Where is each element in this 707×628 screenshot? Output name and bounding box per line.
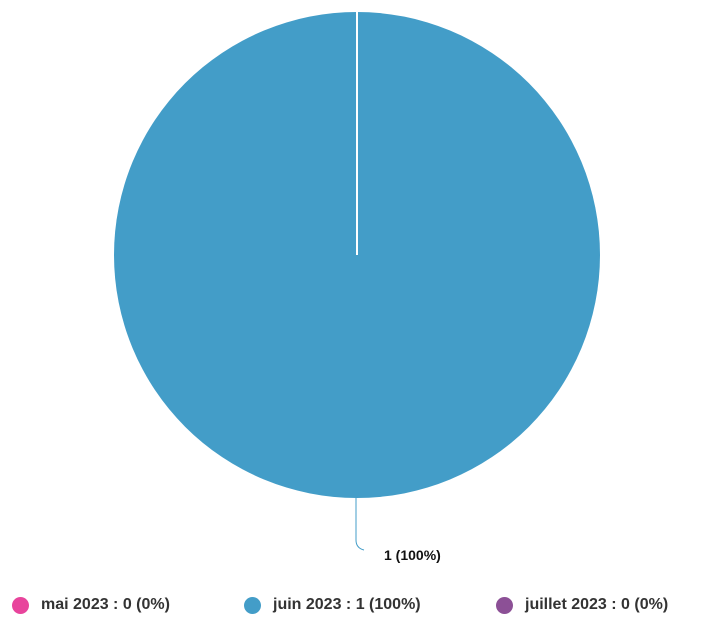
- legend-item-juillet-2023[interactable]: juillet 2023 : 0 (0%): [496, 596, 668, 614]
- legend-swatch-icon: [496, 596, 513, 614]
- data-label-leader-line: [355, 498, 365, 551]
- legend-swatch-icon: [12, 596, 29, 614]
- legend: mai 2023 : 0 (0%) juin 2023 : 1 (100%) j…: [0, 596, 707, 626]
- data-label-juin-2023: 1 (100%): [384, 547, 441, 563]
- pie-chart: 1 (100%): [114, 12, 600, 563]
- legend-item-mai-2023[interactable]: mai 2023 : 0 (0%): [12, 596, 170, 614]
- legend-label: juin 2023 : 1 (100%): [273, 596, 421, 613]
- legend-swatch-icon: [244, 596, 261, 614]
- legend-label: mai 2023 : 0 (0%): [41, 596, 170, 613]
- legend-label: juillet 2023 : 0 (0%): [525, 596, 669, 613]
- legend-item-juin-2023[interactable]: juin 2023 : 1 (100%): [244, 596, 421, 614]
